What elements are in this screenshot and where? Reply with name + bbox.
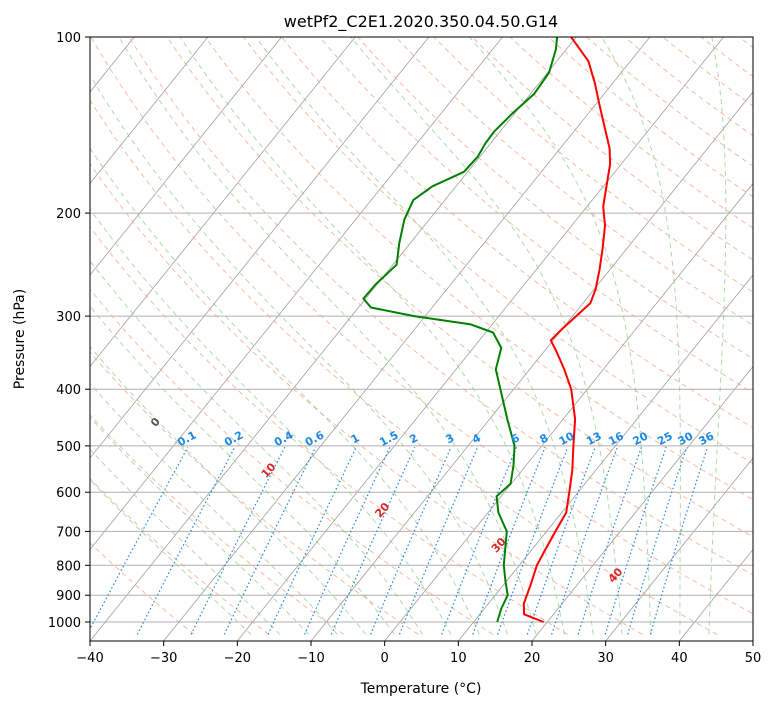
y-tick-label: 900 — [56, 589, 81, 604]
y-tick-label: 300 — [56, 310, 81, 325]
x-axis-title: Temperature (°C) — [360, 681, 482, 697]
dry-adiabat-line — [242, 37, 753, 464]
y-tick-label: 600 — [56, 486, 81, 501]
isotherm-line — [90, 37, 577, 641]
mixing-ratio-line — [551, 446, 618, 635]
background-lines — [90, 37, 753, 641]
y-tick-label: 700 — [56, 525, 81, 540]
moist-adiabat-line — [601, 37, 681, 635]
dry-adiabat-line — [90, 99, 718, 635]
moist-adiabat-line — [90, 416, 310, 635]
mixing-ratio-line — [497, 446, 569, 635]
mixing-ratio-label: 16 — [606, 429, 626, 448]
profile-series — [362, 37, 612, 623]
x-tick-label: −40 — [76, 651, 103, 666]
mixing-ratio-line — [441, 446, 518, 635]
mixing-ratio-line — [472, 446, 546, 635]
mixing-ratio-line — [223, 446, 317, 635]
dry-adiabat-line — [90, 288, 494, 635]
moist-adiabat-line — [118, 37, 537, 635]
moist-adiabat-line — [90, 382, 338, 635]
mixing-ratio-line — [627, 447, 688, 635]
y-tick-label: 500 — [56, 440, 81, 455]
x-tick-label: 50 — [745, 651, 762, 666]
isotherm-line — [90, 37, 209, 185]
dry-adiabat-line — [90, 163, 643, 635]
moist-adiabat-line — [90, 208, 452, 635]
mixing-ratio-line — [398, 446, 479, 635]
mixing-ratio-label: 10 — [557, 429, 577, 448]
mixing-ratio-line — [90, 446, 189, 631]
y-tick-label: 1000 — [48, 616, 81, 631]
dry-adiabat-line — [395, 37, 753, 326]
x-tick-label: −10 — [297, 651, 324, 666]
dry-adiabat-line — [128, 37, 753, 576]
x-tick-label: 10 — [450, 651, 467, 666]
moist-adiabat-line — [90, 345, 367, 635]
moist-adiabat-line — [708, 37, 727, 635]
dry-adiabat-line — [281, 37, 753, 429]
dry-adiabat-line — [90, 414, 344, 635]
mixing-ratio-label: 30 — [676, 429, 696, 448]
isotherm-line — [384, 182, 753, 641]
chart-title: wetPf2_C2E1.2020.350.04.50.G14 — [284, 12, 558, 32]
temperature-profile-line — [522, 37, 612, 623]
axes: −40 −30 −20 −10 0 10 20 30 40 50 100 200 300 400 500 60… — [48, 31, 761, 666]
plot-frame — [89, 36, 754, 642]
moist-adiabat-line — [255, 37, 594, 635]
mixing-ratio-line — [577, 446, 643, 635]
mixing-ratio-line — [136, 446, 236, 635]
moist-adiabat-line — [90, 448, 281, 635]
mixing-ratio-line — [649, 447, 709, 635]
y-tick-label: 400 — [56, 383, 81, 398]
isotherm-line — [90, 37, 430, 459]
dry-adiabat-line — [509, 37, 753, 229]
mixing-ratio-line — [267, 446, 357, 635]
dry-adiabat-line — [586, 37, 753, 167]
x-tick-label: −20 — [224, 651, 251, 666]
moist-adiabat-line — [469, 37, 652, 635]
mixing-ratio-label: 36 — [697, 429, 717, 448]
x-tick-label: 30 — [597, 651, 614, 666]
x-tick-label: −30 — [150, 651, 177, 666]
dry-adiabat-line — [319, 37, 753, 394]
isotherm-line — [605, 457, 753, 641]
moist-adiabat-line — [90, 260, 424, 635]
dry-adiabat-line — [204, 37, 753, 501]
mixing-ratio-line — [604, 447, 667, 635]
isotherm-line — [310, 91, 753, 641]
dry-adiabat-line — [90, 351, 419, 635]
x-tick-label: 40 — [671, 651, 688, 666]
mixing-ratio-label: 13 — [584, 429, 604, 448]
mixing-ratio-line — [190, 446, 286, 635]
mixing-ratio-line — [526, 446, 596, 635]
x-tick-label: 20 — [524, 651, 541, 666]
moist-adiabat-line — [90, 74, 509, 635]
isotherm-line — [237, 37, 724, 641]
mixing-ratio-label: 20 — [631, 429, 651, 448]
moist-adiabat-line — [90, 147, 480, 635]
moist-adiabat-line — [350, 37, 623, 635]
y-tick-label: 200 — [56, 207, 81, 222]
isotherm-line — [90, 37, 356, 368]
dry-adiabat-line — [357, 37, 753, 360]
y-axis-title: Pressure (hPa) — [12, 289, 28, 389]
dewpoint-profile-line — [362, 37, 559, 623]
isotherm-line — [458, 274, 753, 641]
mixing-ratio-label: 25 — [655, 429, 675, 448]
dry-adiabat-line — [90, 226, 568, 635]
dry-adiabat-line — [548, 37, 753, 198]
y-tick-label: 800 — [56, 559, 81, 574]
dry-adiabat-line — [166, 37, 753, 538]
isotherm-line — [163, 37, 651, 641]
isotherm-line — [90, 37, 503, 551]
y-tick-label: 100 — [56, 31, 81, 46]
x-tick-label: 0 — [381, 651, 389, 666]
